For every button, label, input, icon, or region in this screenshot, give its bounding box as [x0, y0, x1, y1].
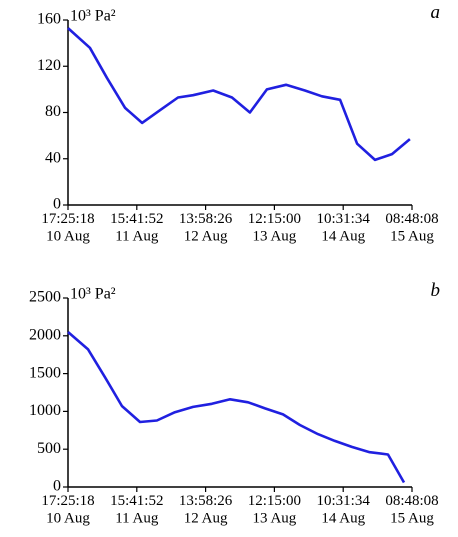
y-axis-label: 10³ Pa² — [70, 8, 116, 25]
y-axis-label: 10³ Pa² — [70, 286, 116, 303]
y-tick-label: 80 — [45, 103, 61, 120]
y-tick-label: 2000 — [29, 326, 61, 343]
y-tick-label: 0 — [53, 478, 61, 495]
x-tick-label: 08:48:08 15 Aug — [385, 211, 438, 244]
panel-label: a — [431, 2, 441, 23]
y-tick-label: 1500 — [29, 364, 61, 381]
data-line — [67, 331, 406, 484]
y-tick-label: 0 — [53, 196, 61, 213]
panel-label: b — [431, 280, 441, 301]
x-tick-label: 17:25:18 10 Aug — [41, 211, 94, 244]
x-tick-label: 12:15:00 13 Aug — [248, 211, 301, 244]
x-tick-label: 15:41:52 11 Aug — [110, 211, 163, 244]
x-tick-label: 17:25:18 10 Aug — [41, 493, 94, 526]
y-tick-label: 160 — [37, 11, 61, 28]
y-tick-label: 120 — [37, 57, 61, 74]
y-tick-label: 40 — [45, 149, 61, 166]
x-tick-label: 13:58:26 12 Aug — [179, 493, 233, 526]
x-tick-label: 13:58:26 12 Aug — [179, 211, 233, 244]
data-line — [67, 27, 411, 162]
y-tick-label: 1000 — [29, 402, 61, 419]
x-tick-label: 12:15:00 13 Aug — [248, 493, 301, 526]
x-tick-label: 10:31:34 14 Aug — [317, 211, 371, 244]
y-tick-label: 500 — [37, 440, 61, 457]
y-tick-label: 2500 — [29, 289, 61, 306]
x-tick-label: 15:41:52 11 Aug — [110, 493, 163, 526]
x-tick-label: 10:31:34 14 Aug — [317, 493, 371, 526]
x-tick-label: 08:48:08 15 Aug — [385, 493, 438, 526]
